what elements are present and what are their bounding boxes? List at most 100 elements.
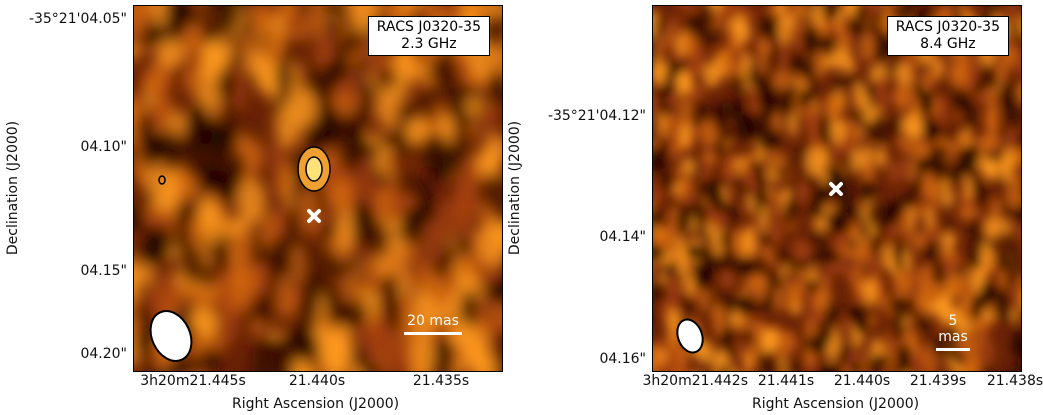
noise-blob bbox=[154, 38, 186, 69]
noise-blob bbox=[885, 204, 901, 224]
noise-blob bbox=[676, 30, 685, 58]
noise-blob bbox=[335, 37, 349, 83]
noise-blob bbox=[980, 240, 993, 269]
noise-blob bbox=[653, 311, 654, 320]
noise-blob bbox=[1008, 23, 1020, 39]
noise-blob bbox=[199, 344, 221, 371]
noise-blob bbox=[393, 126, 407, 169]
noise-blob bbox=[379, 273, 401, 322]
noise-blob bbox=[987, 6, 999, 16]
noise-blob bbox=[774, 248, 792, 265]
noise-blob bbox=[719, 231, 733, 249]
noise-blob bbox=[477, 173, 502, 209]
noise-blob bbox=[364, 255, 380, 294]
noise-blob bbox=[711, 213, 730, 228]
noise-blob bbox=[396, 164, 413, 198]
y-tick-label: 04.10" bbox=[80, 139, 127, 155]
noise-blob bbox=[206, 119, 225, 157]
noise-blob bbox=[397, 294, 419, 337]
noise-blob bbox=[739, 112, 755, 138]
noise-blob bbox=[998, 82, 1017, 99]
noise-blob bbox=[862, 278, 877, 304]
noise-blob bbox=[818, 34, 835, 58]
noise-blob bbox=[778, 16, 791, 46]
x-tick-label: 21.438s bbox=[986, 373, 1043, 389]
beam-ellipse bbox=[676, 318, 704, 354]
noise-blob bbox=[653, 280, 668, 305]
noise-blob bbox=[692, 264, 708, 290]
noise-blob bbox=[215, 6, 240, 34]
noise-blob bbox=[722, 294, 735, 315]
noise-blob bbox=[135, 324, 151, 360]
noise-blob bbox=[276, 335, 296, 361]
noise-blob bbox=[689, 84, 705, 103]
noise-blob bbox=[357, 153, 374, 198]
noise-blob bbox=[810, 6, 826, 28]
noise-blob bbox=[999, 219, 1012, 235]
noise-blob bbox=[934, 55, 944, 79]
noise-blob bbox=[888, 160, 900, 185]
noise-blob bbox=[678, 98, 694, 128]
noise-blob bbox=[804, 276, 822, 292]
noise-blob bbox=[702, 62, 722, 88]
noise-blob bbox=[476, 219, 502, 267]
noise-blob bbox=[1010, 307, 1020, 324]
scale-bar-label: 20 mas bbox=[407, 313, 459, 329]
noise-blob bbox=[720, 270, 735, 289]
noise-blob bbox=[948, 60, 965, 88]
x-tick-label: 21.439s bbox=[909, 373, 967, 389]
noise-blob bbox=[962, 329, 977, 360]
noise-blob bbox=[460, 289, 479, 331]
noise-blob bbox=[910, 97, 921, 116]
noise-blob bbox=[349, 364, 363, 371]
noise-blob bbox=[653, 346, 661, 371]
noise-blob bbox=[235, 232, 253, 264]
noise-blob bbox=[690, 12, 707, 29]
noise-blob bbox=[419, 132, 448, 168]
noise-blob bbox=[1007, 365, 1021, 371]
noise-blob bbox=[134, 258, 142, 302]
noise-blob bbox=[1016, 131, 1021, 148]
noise-blob bbox=[297, 333, 320, 366]
noise-blob bbox=[899, 295, 917, 319]
noise-blob bbox=[999, 154, 1013, 184]
x-tick-label: 21.435s bbox=[412, 373, 470, 389]
noise-blob bbox=[236, 131, 251, 157]
y-tick-label: -35°21'04.05" bbox=[28, 11, 127, 27]
noise-blob bbox=[864, 6, 882, 16]
noise-blob bbox=[664, 25, 674, 49]
noise-blob bbox=[289, 90, 318, 128]
noise-blob bbox=[1011, 330, 1021, 359]
noise-blob bbox=[760, 328, 780, 352]
noise-blob bbox=[853, 81, 866, 109]
noise-blob bbox=[313, 28, 336, 70]
noise-blob bbox=[729, 72, 746, 95]
noise-blob bbox=[998, 54, 1009, 81]
y-axis-label: Declination (J2000) bbox=[507, 120, 523, 256]
noise-blob bbox=[680, 157, 696, 176]
cross-marker-icon bbox=[829, 182, 843, 196]
noise-blob bbox=[946, 168, 963, 184]
x-tick-label: 21.440s bbox=[288, 373, 346, 389]
noise-blob bbox=[941, 186, 955, 209]
noise-blob bbox=[700, 28, 715, 48]
noise-blob bbox=[940, 305, 959, 325]
noise-blob bbox=[677, 6, 689, 11]
noise-blob bbox=[401, 118, 430, 145]
noise-blob bbox=[979, 281, 995, 305]
noise-blob bbox=[694, 205, 708, 227]
noise-blob bbox=[441, 243, 458, 271]
noise-blob bbox=[721, 245, 734, 274]
noise-blob bbox=[787, 54, 803, 70]
noise-blob bbox=[811, 227, 822, 244]
noise-blob bbox=[653, 65, 667, 86]
noise-blob bbox=[918, 345, 937, 371]
noise-blob bbox=[773, 285, 785, 312]
noise-blob bbox=[824, 262, 833, 291]
noise-blob bbox=[718, 46, 733, 70]
noise-blob bbox=[990, 197, 1001, 220]
noise-blob bbox=[922, 168, 936, 198]
noise-blob bbox=[653, 244, 666, 262]
noise-blob bbox=[855, 243, 864, 265]
y-axis-label: Declination (J2000) bbox=[5, 120, 21, 256]
